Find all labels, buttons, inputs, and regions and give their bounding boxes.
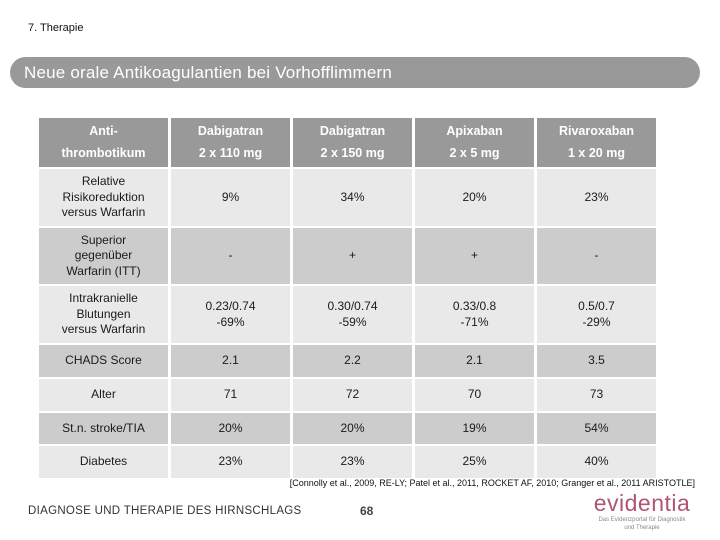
cell-value: 9% bbox=[171, 169, 290, 226]
row-label: Diabetes bbox=[39, 446, 168, 478]
cell-value: 25% bbox=[415, 446, 534, 478]
page-title: Neue orale Antikoagulantien bei Vorhoffl… bbox=[24, 62, 393, 82]
cell-value: - bbox=[537, 228, 656, 284]
table-header-row: Anti- thrombotikum Dabigatran 2 x 110 mg… bbox=[39, 118, 656, 167]
cell-value: + bbox=[415, 228, 534, 284]
cell-value: 2.1 bbox=[171, 345, 290, 377]
cell-value: 0.23/0.74 -69% bbox=[171, 286, 290, 343]
cell-value: 40% bbox=[537, 446, 656, 478]
table-row: CHADS Score 2.1 2.2 2.1 3.5 bbox=[39, 345, 656, 377]
cell-value: 0.30/0.74 -59% bbox=[293, 286, 412, 343]
cell-value: 71 bbox=[171, 379, 290, 411]
cell-value: 20% bbox=[415, 169, 534, 226]
cell-value: 3.5 bbox=[537, 345, 656, 377]
col-header-apixaban: Apixaban 2 x 5 mg bbox=[415, 118, 534, 167]
cell-value: 23% bbox=[537, 169, 656, 226]
row-label: CHADS Score bbox=[39, 345, 168, 377]
cell-value: 0.5/0.7 -29% bbox=[537, 286, 656, 343]
table-row: Diabetes 23% 23% 25% 40% bbox=[39, 446, 656, 478]
cell-value: 2.1 bbox=[415, 345, 534, 377]
footer-title: DIAGNOSE UND THERAPIE DES HIRNSCHLAGS bbox=[28, 505, 302, 517]
citation: [Connolly et al., 2009, RE-LY; Patel et … bbox=[289, 478, 695, 488]
col-header-dabigatran-110: Dabigatran 2 x 110 mg bbox=[171, 118, 290, 167]
cell-value: 73 bbox=[537, 379, 656, 411]
title-banner: Neue orale Antikoagulantien bei Vorhoffl… bbox=[10, 57, 700, 88]
col-header-rivaroxaban: Rivaroxaban 1 x 20 mg bbox=[537, 118, 656, 167]
section-label: 7. Therapie bbox=[28, 22, 84, 34]
cell-value: + bbox=[293, 228, 412, 284]
table-row: Intrakranielle Blutungen versus Warfarin… bbox=[39, 286, 656, 343]
row-label: Intrakranielle Blutungen versus Warfarin bbox=[39, 286, 168, 343]
logo-wordmark: evidentia bbox=[593, 490, 691, 516]
row-label: Alter bbox=[39, 379, 168, 411]
cell-value: 54% bbox=[537, 413, 656, 444]
evidentia-logo: evidentia Das Evidenzportal für Diagnost… bbox=[572, 492, 712, 532]
page-number: 68 bbox=[360, 504, 374, 518]
cell-value: 2.2 bbox=[293, 345, 412, 377]
row-label: St.n. stroke/TIA bbox=[39, 413, 168, 444]
cell-value: 20% bbox=[293, 413, 412, 444]
logo-tagline: Das Evidenzportal für Diagnostik und The… bbox=[598, 517, 686, 532]
col-header-antithrombotikum: Anti- thrombotikum bbox=[39, 118, 168, 167]
row-label: Superior gegenüber Warfarin (ITT) bbox=[39, 228, 168, 284]
cell-value: 23% bbox=[293, 446, 412, 478]
table-row: Superior gegenüber Warfarin (ITT) - + + … bbox=[39, 228, 656, 284]
table-row: St.n. stroke/TIA 20% 20% 19% 54% bbox=[39, 413, 656, 444]
cell-value: 23% bbox=[171, 446, 290, 478]
cell-value: - bbox=[171, 228, 290, 284]
cell-value: 72 bbox=[293, 379, 412, 411]
cell-value: 70 bbox=[415, 379, 534, 411]
table-row: Alter 71 72 70 73 bbox=[39, 379, 656, 411]
cell-value: 0.33/0.8 -71% bbox=[415, 286, 534, 343]
row-label: Relative Risikoreduktion versus Warfarin bbox=[39, 169, 168, 226]
cell-value: 20% bbox=[171, 413, 290, 444]
table-row: Relative Risikoreduktion versus Warfarin… bbox=[39, 169, 656, 226]
col-header-dabigatran-150: Dabigatran 2 x 150 mg bbox=[293, 118, 412, 167]
cell-value: 19% bbox=[415, 413, 534, 444]
anticoagulant-comparison-table: Anti- thrombotikum Dabigatran 2 x 110 mg… bbox=[36, 116, 659, 480]
cell-value: 34% bbox=[293, 169, 412, 226]
